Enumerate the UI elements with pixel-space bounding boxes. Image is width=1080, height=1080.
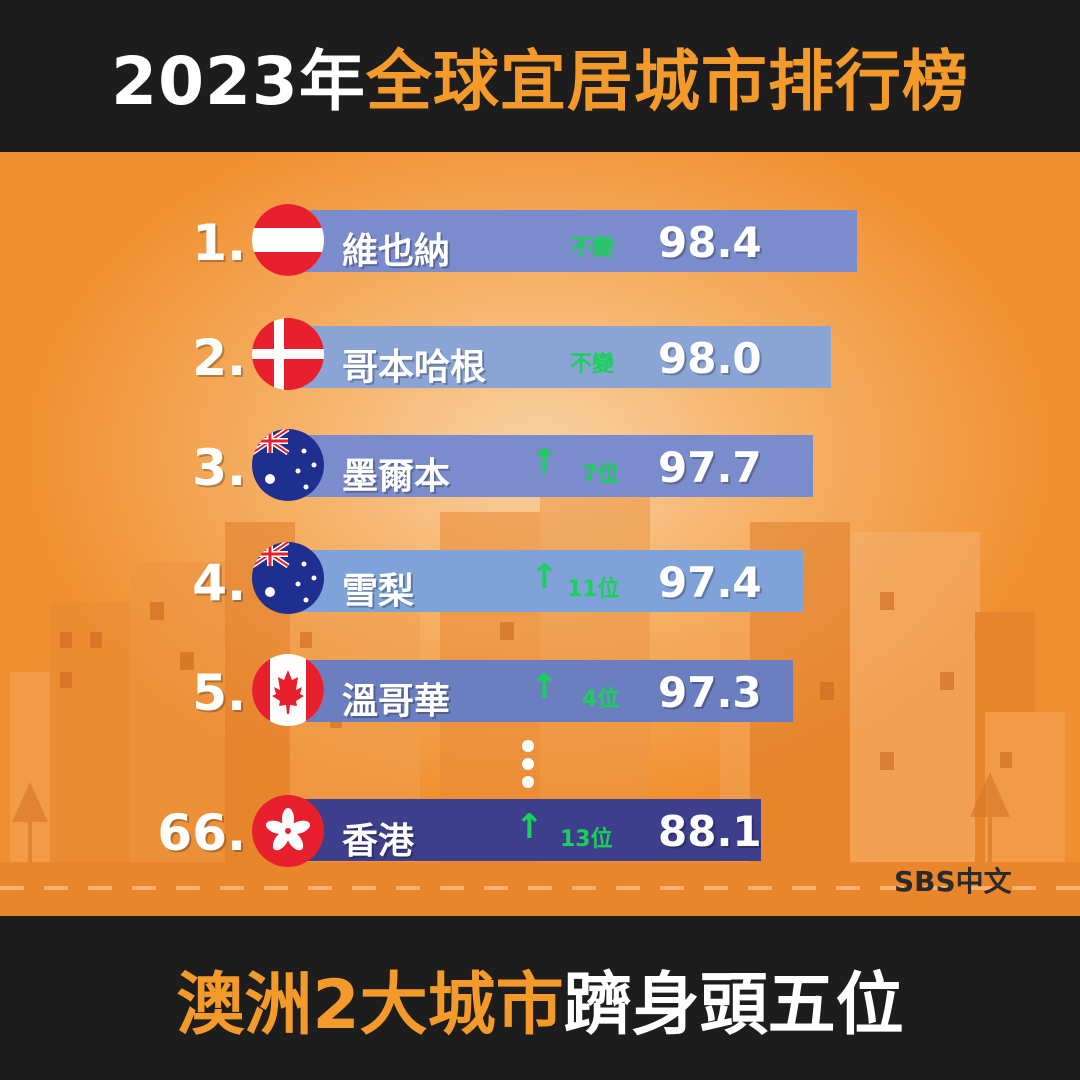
ranking-stage: 1. 維也納 不變 98.4 2. 哥本哈根 不變 98.0 3. 墨爾本 [0, 152, 1080, 916]
score-value: 98.0 [658, 334, 762, 383]
row-bar [285, 550, 803, 612]
rank-change: 4位 [582, 687, 620, 712]
row-bar [285, 660, 793, 722]
ellipsis-dot [522, 776, 534, 788]
score-value: 97.7 [658, 443, 762, 492]
city-name: 溫哥華 [342, 681, 451, 722]
row-bar [285, 799, 761, 861]
city-name: 香港 [342, 821, 415, 862]
canada-flag-icon [252, 654, 324, 726]
rank-change: 不變 [570, 352, 615, 377]
score-value: 88.1 [658, 807, 762, 856]
city-name: 維也納 [342, 231, 451, 272]
rank-number: 66. [157, 804, 246, 862]
rank-number: 5. [192, 664, 246, 722]
row-bar [285, 210, 857, 272]
footer-highlight: 澳洲2大城市 [176, 965, 564, 1045]
hong-kong-flag-icon [252, 795, 324, 867]
title-highlight: 全球宜居城市排行榜 [365, 43, 969, 120]
score-value: 97.3 [658, 668, 762, 717]
up-arrow-icon: ↑ [530, 442, 559, 482]
rank-number: 1. [192, 214, 246, 272]
ellipsis-dot [522, 758, 534, 770]
rank-number: 2. [192, 329, 246, 387]
title-year: 2023年 [111, 43, 366, 120]
city-name: 哥本哈根 [342, 347, 487, 388]
australia-flag-icon [252, 429, 324, 501]
footer-rest: 躋身頭五位 [563, 965, 904, 1045]
rank-number: 4. [192, 554, 246, 612]
header-bar: 2023年全球宜居城市排行榜 [0, 0, 1080, 152]
sbs-logo: SBS中文 [894, 860, 1012, 900]
score-value: 97.4 [658, 558, 762, 607]
up-arrow-icon: ↑ [530, 667, 559, 707]
rank-change: 11位 [567, 577, 620, 602]
city-name: 雪梨 [342, 571, 415, 612]
city-name: 墨爾本 [342, 456, 451, 497]
rank-change: 不變 [570, 236, 615, 261]
up-arrow-icon: ↑ [515, 807, 544, 847]
score-value: 98.4 [658, 218, 762, 267]
sbs-logo-text: SBS中文 [894, 865, 1012, 898]
footer-headline: 澳洲2大城市躋身頭五位 [176, 949, 903, 1048]
row-bar [285, 326, 831, 388]
rank-number: 3. [192, 439, 246, 497]
rank-change: 13位 [560, 827, 613, 852]
up-arrow-icon: ↑ [530, 557, 559, 597]
austria-flag-icon [252, 204, 324, 276]
page-title: 2023年全球宜居城市排行榜 [111, 28, 969, 124]
ellipsis-dot [522, 740, 534, 752]
denmark-flag-icon [252, 318, 324, 390]
footer-bar: 澳洲2大城市躋身頭五位 [0, 916, 1080, 1080]
rank-change: 7位 [582, 462, 620, 487]
row-bar [285, 435, 813, 497]
australia-flag-icon [252, 542, 324, 614]
